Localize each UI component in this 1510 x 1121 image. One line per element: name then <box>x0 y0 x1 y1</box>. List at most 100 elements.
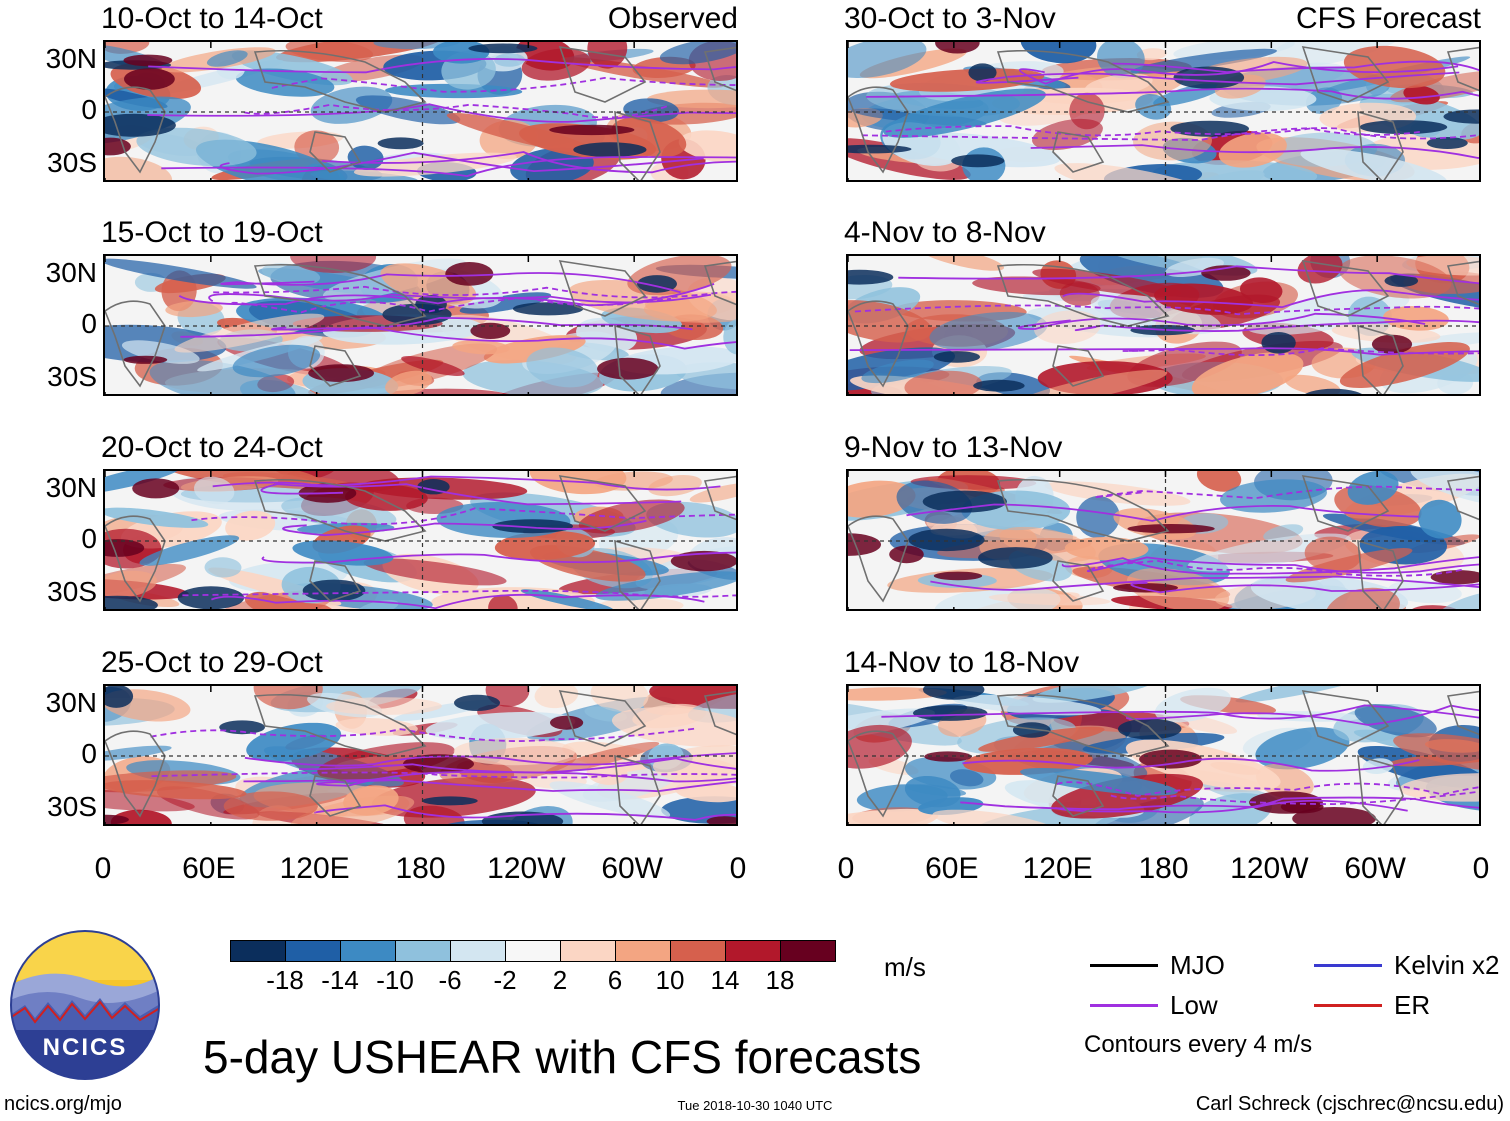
low-contour <box>260 483 682 506</box>
shear-shade <box>356 599 399 609</box>
shear-core <box>935 42 980 54</box>
colorbar-swatch <box>615 940 671 962</box>
y-tick-label: 0 <box>81 94 97 125</box>
shear-core <box>1113 583 1178 593</box>
x-tick-label: 60W <box>1344 852 1406 885</box>
shear-core <box>670 550 736 572</box>
low-contour <box>271 316 693 331</box>
shear-shade <box>1196 471 1242 492</box>
panel-field <box>848 471 1479 609</box>
low-contour <box>178 283 715 307</box>
shear-core <box>550 715 584 730</box>
coastline <box>1446 475 1479 521</box>
shear-core <box>132 478 180 499</box>
low-contour <box>148 58 736 74</box>
timestamp: Tue 2018-10-30 1040 UTC <box>677 1098 833 1113</box>
shear-shade <box>1033 310 1101 344</box>
shear-shade <box>932 809 1057 824</box>
shear-shade <box>110 809 172 824</box>
legend-label: MJO <box>1170 950 1225 980</box>
colorbar-swatch <box>395 940 451 962</box>
shear-shade <box>206 50 248 67</box>
low-contour <box>316 771 736 787</box>
shear-shade <box>1020 767 1178 796</box>
shear-shade <box>1255 727 1350 770</box>
coastline <box>996 263 1170 327</box>
panel-field <box>848 42 1479 180</box>
shear-shade <box>595 571 736 601</box>
x-tick-label: 0 <box>837 852 855 885</box>
x-tick-label: 120W <box>1230 852 1309 885</box>
panel-map <box>846 40 1481 182</box>
colorbar-label: -6 <box>438 965 462 995</box>
shear-shade <box>174 313 325 353</box>
shear-shade <box>105 507 209 528</box>
shear-shade <box>848 42 927 78</box>
shear-shade <box>848 480 916 518</box>
observed-label: Observed <box>607 2 738 35</box>
shear-shade <box>223 791 318 821</box>
panel-map <box>846 254 1481 396</box>
site-url[interactable]: ncics.org/mjo <box>4 1093 122 1115</box>
coastline <box>848 300 909 388</box>
shear-shade <box>253 686 323 710</box>
colorbar-swatch <box>780 940 836 962</box>
y-tick-label: 30N <box>45 257 97 288</box>
shear-shade <box>1393 733 1479 774</box>
ncics-logo: NCICS <box>10 930 160 1080</box>
low-contour <box>960 799 1408 812</box>
shear-core <box>1430 570 1479 585</box>
coastline <box>105 300 166 388</box>
coastline <box>1446 260 1479 306</box>
shear-shade <box>425 711 576 741</box>
shear-core <box>922 490 1007 513</box>
colorbar-label: 18 <box>765 965 795 995</box>
shear-shade <box>1343 45 1446 89</box>
shear-shade <box>544 741 660 775</box>
shear-core <box>445 262 494 286</box>
y-tick-label: 30S <box>47 361 97 392</box>
shear-shade <box>611 707 736 747</box>
colorbar-label: 10 <box>655 965 685 995</box>
shear-shade <box>534 686 579 709</box>
low-contour <box>212 475 721 491</box>
shear-shade <box>848 724 912 769</box>
shear-core <box>848 533 881 556</box>
shear-shade <box>978 726 1105 752</box>
shear-shade <box>526 347 599 388</box>
legend-line-4 <box>1314 1004 1382 1007</box>
coastline <box>253 478 427 542</box>
coastline <box>1301 260 1390 317</box>
coastline <box>253 693 427 757</box>
shear-core <box>1371 334 1413 354</box>
shear-core <box>1261 332 1296 354</box>
colorbar-label: -10 <box>376 965 414 995</box>
shear-shade <box>193 476 235 505</box>
shear-shade <box>105 780 247 800</box>
panel-title: 14-Nov to 18-Nov <box>844 646 1080 679</box>
logo-text: NCICS <box>42 1034 128 1061</box>
low-contour <box>1061 556 1479 575</box>
shear-shade <box>380 263 477 305</box>
shear-core <box>1118 718 1182 740</box>
x-tick-label: 180 <box>395 852 446 885</box>
shear-shade <box>578 499 685 534</box>
low-contour <box>1093 485 1479 500</box>
coastline <box>309 560 362 602</box>
shear-shade <box>246 722 342 762</box>
coastline <box>309 345 362 387</box>
low-contour <box>213 285 736 299</box>
shear-core <box>549 124 635 136</box>
shear-shade <box>105 156 173 180</box>
colorbar-label: 6 <box>607 965 623 995</box>
low-contour <box>1126 704 1479 726</box>
coastline <box>703 46 736 92</box>
shear-shade <box>904 775 961 808</box>
legend-line-2 <box>1314 964 1382 967</box>
x-tick-label: 60E <box>925 852 979 885</box>
y-tick-label: 30S <box>47 147 97 178</box>
shear-shade <box>285 42 374 63</box>
panel-title: 10-Oct to 14-Oct <box>101 2 323 35</box>
low-contour <box>930 575 1479 591</box>
shear-shade <box>904 370 983 394</box>
